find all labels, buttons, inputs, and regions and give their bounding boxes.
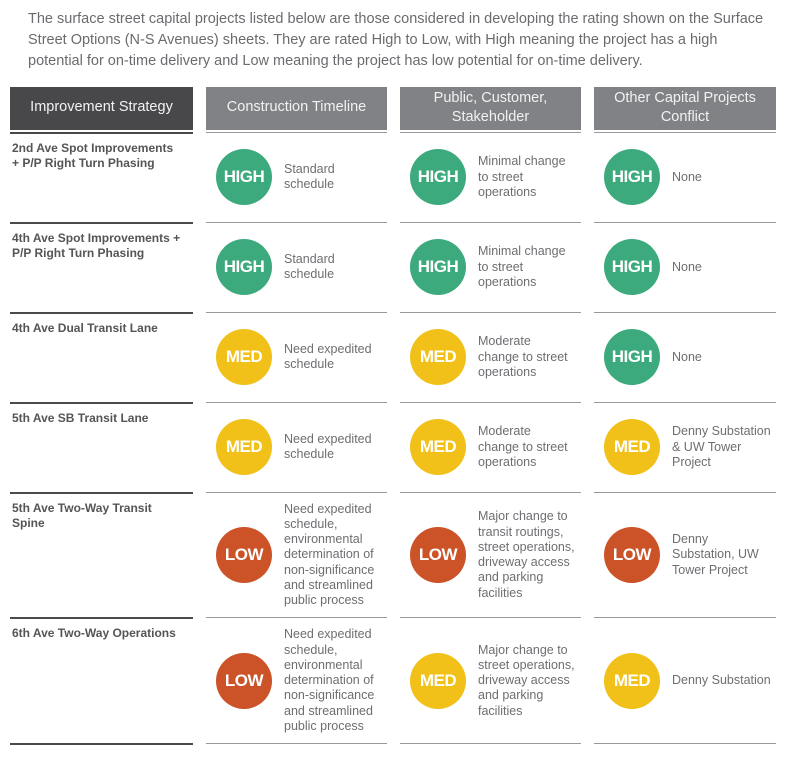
rating-badge: HIGH: [410, 149, 466, 206]
table-row: 5th Ave SB Transit Lane MED Need expedit…: [10, 401, 776, 492]
public-customer-stakeholder-cell: MED Moderate change to street operations: [400, 311, 581, 402]
capital-projects-rating-page: The surface street capital projects list…: [0, 9, 787, 772]
public-customer-stakeholder-cell: HIGH Minimal change to street operations: [400, 131, 581, 222]
rating-description: Denny Substation: [672, 673, 771, 688]
rating-description: Need expedited schedule: [284, 431, 372, 462]
table-row: 2nd Ave Spot Improvements + P/P Right Tu…: [10, 131, 776, 222]
table-row: 5th Ave Two-Way Transit Spine LOW Need e…: [10, 491, 776, 618]
rating-badge: MED: [216, 419, 272, 476]
rating-badge: HIGH: [216, 239, 272, 296]
other-capital-projects-conflict-cell: HIGH None: [594, 311, 776, 402]
rating-description: Need expedited schedule: [284, 341, 372, 372]
rating-badge: MED: [410, 419, 466, 476]
rating-description: None: [672, 169, 702, 184]
construction-timeline-cell: MED Need expedited schedule: [206, 401, 387, 492]
ratings-table: Improvement Strategy Construction Timeli…: [10, 86, 776, 746]
rating-badge: MED: [410, 652, 466, 709]
rating-description: Standard schedule: [284, 161, 335, 192]
project-name: 6th Ave Two-Way Operations: [10, 617, 193, 743]
construction-timeline-cell: LOW Need expedited schedule, environment…: [206, 491, 387, 618]
rating-description: Minimal change to street operations: [478, 244, 566, 289]
project-name: 4th Ave Dual Transit Lane: [10, 311, 193, 402]
rating-badge: MED: [410, 329, 466, 386]
table-bottom-border: [10, 743, 776, 746]
rating-badge: LOW: [604, 527, 660, 583]
rating-description: Minimal change to street operations: [478, 154, 566, 199]
rating-description: Moderate change to street operations: [478, 424, 568, 469]
rating-description: Need expedited schedule, environmental d…: [284, 501, 375, 608]
rating-description: Need expedited schedule, environmental d…: [284, 627, 375, 733]
rating-badge: LOW: [216, 527, 272, 583]
project-name: 2nd Ave Spot Improvements + P/P Right Tu…: [10, 131, 193, 222]
rating-description: Moderate change to street operations: [478, 334, 568, 379]
table-row: 4th Ave Spot Improvements + P/P Right Tu…: [10, 221, 776, 312]
rating-badge: LOW: [410, 527, 466, 583]
public-customer-stakeholder-cell: MED Major change to street operations, d…: [400, 617, 581, 743]
rating-description: None: [672, 259, 702, 274]
public-customer-stakeholder-cell: HIGH Minimal change to street operations: [400, 221, 581, 312]
rating-badge: HIGH: [410, 239, 466, 296]
column-header-public-customer-stakeholder: Public, Customer, Stakeholder: [400, 86, 581, 130]
rating-description: None: [672, 349, 702, 364]
rating-description: Major change to street operations, drive…: [478, 642, 575, 718]
table-row: 6th Ave Two-Way Operations LOW Need expe…: [10, 617, 776, 743]
rating-badge: LOW: [216, 652, 272, 709]
construction-timeline-cell: MED Need expedited schedule: [206, 311, 387, 402]
rating-badge: HIGH: [604, 329, 660, 386]
bottom-border-segment: [206, 743, 387, 745]
construction-timeline-cell: HIGH Standard schedule: [206, 131, 387, 222]
rating-description: Standard schedule: [284, 251, 335, 282]
column-header-improvement-strategy: Improvement Strategy: [10, 86, 193, 130]
public-customer-stakeholder-cell: MED Moderate change to street operations: [400, 401, 581, 492]
project-name: 5th Ave Two-Way Transit Spine: [10, 491, 193, 618]
other-capital-projects-conflict-cell: HIGH None: [594, 131, 776, 222]
intro-text: The surface street capital projects list…: [28, 11, 764, 69]
other-capital-projects-conflict-cell: LOW Denny Substation, UW Tower Project: [594, 491, 776, 618]
rating-badge: HIGH: [604, 239, 660, 296]
rating-badge: MED: [604, 419, 660, 476]
rating-badge: MED: [604, 652, 660, 709]
other-capital-projects-conflict-cell: MED Denny Substation: [594, 617, 776, 743]
public-customer-stakeholder-cell: LOW Major change to transit routings, st…: [400, 491, 581, 618]
table-body: 2nd Ave Spot Improvements + P/P Right Tu…: [10, 131, 776, 744]
bottom-border-segment: [594, 743, 776, 745]
rating-description: Denny Substation & UW Tower Project: [672, 424, 771, 469]
other-capital-projects-conflict-cell: MED Denny Substation & UW Tower Project: [594, 401, 776, 492]
other-capital-projects-conflict-cell: HIGH None: [594, 221, 776, 312]
construction-timeline-cell: HIGH Standard schedule: [206, 221, 387, 312]
table-header-row: Improvement Strategy Construction Timeli…: [10, 86, 776, 130]
rating-badge: HIGH: [604, 149, 660, 206]
column-header-other-capital-projects-conflict: Other Capital Projects Conflict: [594, 86, 776, 130]
bottom-border-segment: [400, 743, 581, 745]
rating-badge: HIGH: [216, 149, 272, 206]
project-name: 5th Ave SB Transit Lane: [10, 401, 193, 492]
table-row: 4th Ave Dual Transit Lane MED Need exped…: [10, 311, 776, 402]
rating-description: Major change to transit routings, street…: [478, 509, 575, 600]
bottom-border-segment: [10, 743, 193, 746]
rating-description: Denny Substation, UW Tower Project: [672, 532, 759, 577]
construction-timeline-cell: LOW Need expedited schedule, environment…: [206, 617, 387, 743]
project-name: 4th Ave Spot Improvements + P/P Right Tu…: [10, 221, 193, 312]
rating-badge: MED: [216, 329, 272, 386]
column-header-construction-timeline: Construction Timeline: [206, 86, 387, 130]
